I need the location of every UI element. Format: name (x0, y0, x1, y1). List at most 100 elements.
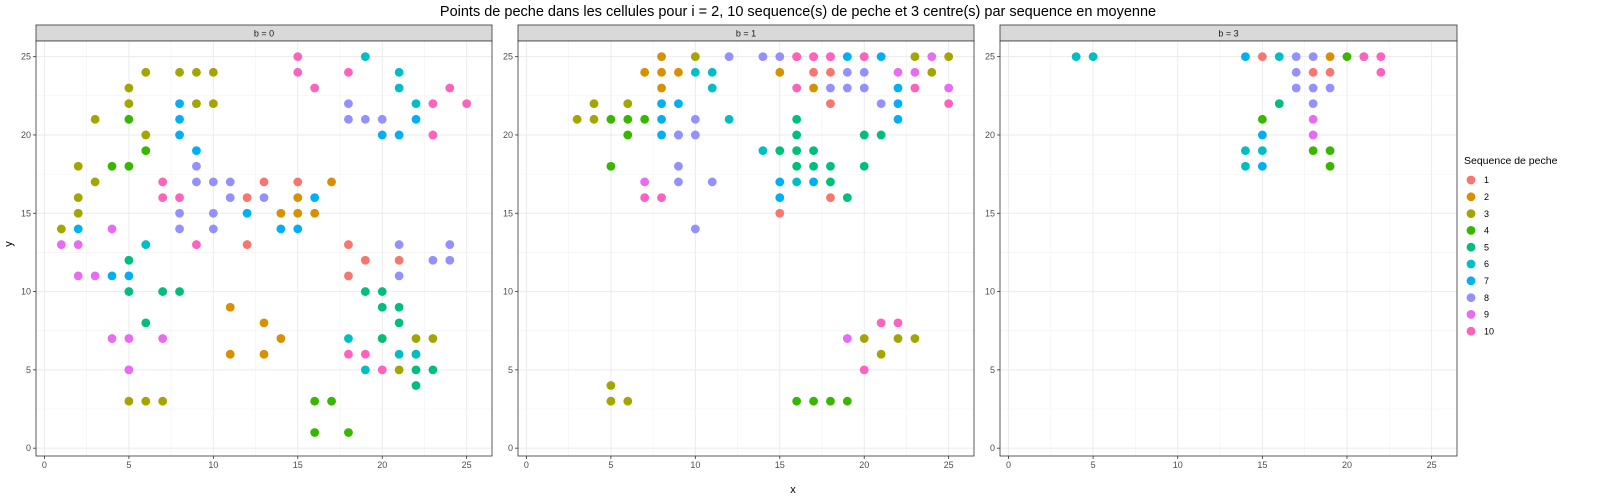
data-point-seq-3 (90, 114, 100, 124)
y-tick-label: 0 (990, 443, 995, 453)
data-point-seq-7 (192, 146, 201, 156)
data-point-seq-5 (809, 146, 818, 156)
legend-label-9: 9 (1484, 310, 1489, 320)
data-point-seq-10 (377, 365, 387, 375)
data-point-seq-1 (1257, 52, 1267, 62)
data-point-seq-6 (344, 334, 353, 343)
legend-key-1 (1466, 175, 1476, 185)
data-point-seq-8 (826, 83, 835, 93)
data-point-seq-5 (792, 130, 802, 140)
data-point-seq-1 (344, 271, 353, 281)
x-tick-label: 20 (859, 460, 869, 470)
y-tick-label: 15 (503, 208, 513, 218)
data-point-seq-9 (910, 67, 920, 77)
x-tick-label: 15 (775, 460, 785, 470)
panel-border (35, 40, 493, 457)
data-point-seq-7 (276, 224, 286, 234)
legend-key-7 (1466, 276, 1476, 286)
data-point-seq-8 (208, 208, 218, 218)
data-point-seq-10 (944, 99, 954, 109)
data-point-seq-3 (192, 99, 201, 109)
data-point-seq-6 (141, 240, 151, 249)
data-point-seq-8 (674, 130, 683, 140)
y-tick-label: 10 (985, 287, 995, 297)
data-point-seq-1 (360, 255, 370, 265)
data-point-seq-6 (411, 349, 421, 359)
data-point-seq-4 (1325, 161, 1335, 171)
y-axis-title: y (3, 241, 15, 247)
data-point-seq-10 (1376, 67, 1386, 77)
data-point-seq-8 (208, 224, 218, 234)
data-point-seq-8 (1308, 52, 1318, 62)
data-point-seq-2 (775, 67, 785, 77)
data-point-seq-4 (640, 114, 650, 124)
data-point-seq-7 (411, 114, 421, 124)
data-point-seq-10 (910, 83, 920, 93)
legend-title: Sequence de peche (1464, 155, 1558, 167)
data-point-seq-10 (175, 193, 184, 203)
data-point-seq-5 (158, 287, 168, 296)
legend-key-5 (1466, 242, 1476, 252)
data-point-seq-9 (893, 67, 903, 77)
y-tick-label: 25 (503, 52, 513, 62)
data-point-seq-6 (1274, 52, 1284, 62)
data-point-seq-3 (124, 99, 134, 109)
data-point-seq-4 (141, 146, 151, 156)
data-point-seq-3 (175, 67, 184, 77)
y-tick-label: 5 (26, 365, 31, 375)
data-point-seq-8 (876, 99, 886, 109)
legend-key-9 (1466, 310, 1476, 319)
data-point-seq-10 (792, 83, 802, 93)
data-point-seq-6 (1241, 146, 1250, 156)
data-point-seq-6 (792, 177, 802, 187)
data-point-seq-5 (792, 114, 802, 124)
data-point-seq-10 (859, 52, 869, 62)
data-point-seq-6 (394, 83, 404, 93)
data-point-seq-9 (73, 240, 83, 249)
legend-label-8: 8 (1484, 293, 1489, 303)
data-point-seq-4 (1325, 146, 1335, 156)
data-point-seq-2 (259, 318, 269, 328)
data-point-seq-2 (293, 208, 303, 218)
data-point-seq-7 (394, 130, 404, 140)
data-point-seq-3 (690, 52, 700, 62)
panel-1: b = 0 0 5 10 15 20 25 0 5 10 15 20 25 (21, 24, 493, 470)
data-point-seq-6 (360, 52, 370, 62)
data-point-seq-4 (124, 161, 134, 171)
data-point-seq-8 (842, 83, 852, 93)
x-tick-label: 25 (1427, 460, 1437, 470)
data-point-seq-3 (606, 396, 616, 406)
data-point-seq-9 (90, 271, 100, 281)
data-point-seq-4 (1342, 52, 1352, 62)
data-point-seq-7 (657, 130, 666, 140)
data-point-seq-9 (73, 271, 83, 281)
legend-label-6: 6 (1484, 259, 1489, 269)
data-point-seq-8 (674, 161, 683, 171)
data-point-seq-2 (310, 208, 320, 218)
x-tick-label: 0 (42, 460, 47, 470)
panel-2: b = 1 0 5 10 15 20 25 0 5 10 15 20 25 (503, 24, 975, 470)
data-point-seq-3 (893, 334, 903, 343)
data-point-seq-6 (360, 365, 370, 375)
data-point-seq-8 (377, 114, 387, 124)
y-tick-label: 25 (985, 52, 995, 62)
data-point-seq-3 (208, 99, 218, 109)
data-point-seq-7 (107, 271, 117, 281)
data-point-seq-4 (1308, 146, 1318, 156)
data-point-seq-1 (826, 193, 835, 203)
data-point-seq-3 (910, 334, 920, 343)
gridlines (36, 41, 492, 456)
data-point-seq-7 (657, 99, 666, 109)
data-point-seq-3 (876, 349, 886, 359)
data-point-seq-5 (394, 302, 404, 312)
data-point-seq-9 (1308, 130, 1318, 140)
data-point-seq-7 (73, 224, 83, 234)
data-point-seq-4 (809, 396, 818, 406)
data-point-seq-9 (640, 177, 650, 187)
data-point-seq-3 (859, 334, 869, 343)
data-point-seq-5 (809, 161, 818, 171)
data-point-seq-4 (124, 114, 134, 124)
legend-label-7: 7 (1484, 276, 1489, 286)
data-point-seq-9 (107, 224, 117, 234)
